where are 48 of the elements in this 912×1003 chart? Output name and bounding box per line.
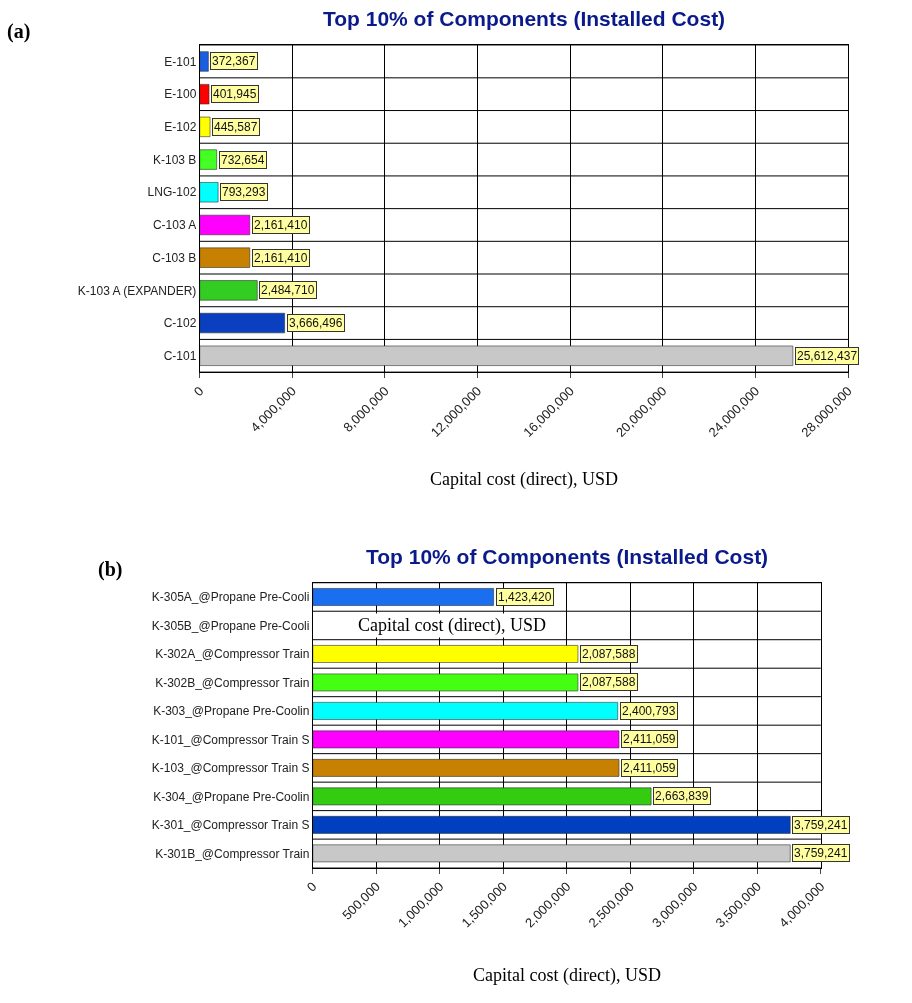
data-label: 25,612,437 bbox=[797, 349, 858, 363]
y-tick-label: K-305A_@Propane Pre-Cooli bbox=[151, 590, 310, 605]
x-axis-title: Capital cost (direct), USD bbox=[430, 469, 618, 490]
y-tick-label: E-102 bbox=[164, 120, 197, 135]
data-label: 3,666,496 bbox=[289, 316, 343, 330]
x-tick-label: 0 bbox=[190, 383, 207, 400]
y-tick-label: K-302B_@Compressor Train bbox=[155, 675, 310, 690]
y-tick-label: C-101 bbox=[163, 348, 197, 363]
y-tick-label: K-302A_@Compressor Train bbox=[155, 647, 310, 662]
data-label: 2,400,793 bbox=[622, 704, 676, 718]
data-label: 2,161,410 bbox=[254, 218, 308, 232]
data-label: 1,423,420 bbox=[498, 590, 552, 604]
y-tick-label: K-305B_@Propane Pre-Cooli bbox=[151, 618, 310, 633]
data-label: 2,411,059 bbox=[623, 732, 676, 746]
y-tick-label: LNG-102 bbox=[147, 185, 197, 200]
y-tick-label: C-103 A bbox=[152, 218, 197, 233]
data-label: 2,161,410 bbox=[254, 251, 308, 265]
chart-title: Top 10% of Components (Installed Cost) bbox=[323, 7, 726, 30]
y-tick-label: K-304_@Propane Pre-Coolin bbox=[153, 789, 310, 804]
y-tick-label: K-103 A (EXPANDER) bbox=[77, 283, 197, 298]
text: (a) bbox=[7, 20, 31, 43]
y-tick-label: K-301_@Compressor Train S bbox=[151, 818, 310, 833]
data-label: 732,654 bbox=[221, 153, 265, 167]
data-label: 3,759,241 bbox=[794, 818, 848, 832]
data-label: 3,759,241 bbox=[794, 846, 848, 860]
annotation: Capital cost (direct), USD bbox=[358, 615, 546, 636]
data-label: 2,087,588 bbox=[582, 675, 636, 689]
y-tick-label: E-101 bbox=[164, 54, 197, 69]
data-label: 2,087,588 bbox=[582, 647, 636, 661]
y-tick-label: K-103_@Compressor Train S bbox=[151, 761, 310, 776]
data-label: 793,293 bbox=[222, 185, 266, 199]
data-label: 2,663,839 bbox=[655, 789, 709, 803]
data-label: 445,587 bbox=[214, 120, 258, 134]
x-axis-title: Capital cost (direct), USD bbox=[473, 965, 661, 986]
text: (b) bbox=[98, 558, 123, 581]
y-tick-label: E-100 bbox=[164, 87, 197, 102]
y-tick-label: K-101_@Compressor Train S bbox=[151, 732, 310, 747]
x-tick-label: 0 bbox=[303, 878, 320, 895]
data-label: 2,411,059 bbox=[623, 761, 676, 775]
y-tick-label: K-103 B bbox=[152, 152, 197, 167]
data-label: 2,484,710 bbox=[261, 283, 315, 297]
chart-title: Top 10% of Components (Installed Cost) bbox=[366, 545, 769, 568]
y-tick-label: K-303_@Propane Pre-Coolin bbox=[153, 704, 310, 719]
y-tick-label: K-301B_@Compressor Train bbox=[155, 846, 310, 861]
y-tick-label: C-102 bbox=[163, 316, 197, 331]
data-label: 401,945 bbox=[213, 87, 257, 101]
data-label: 372,367 bbox=[212, 54, 256, 68]
y-tick-label: C-103 B bbox=[152, 250, 197, 265]
